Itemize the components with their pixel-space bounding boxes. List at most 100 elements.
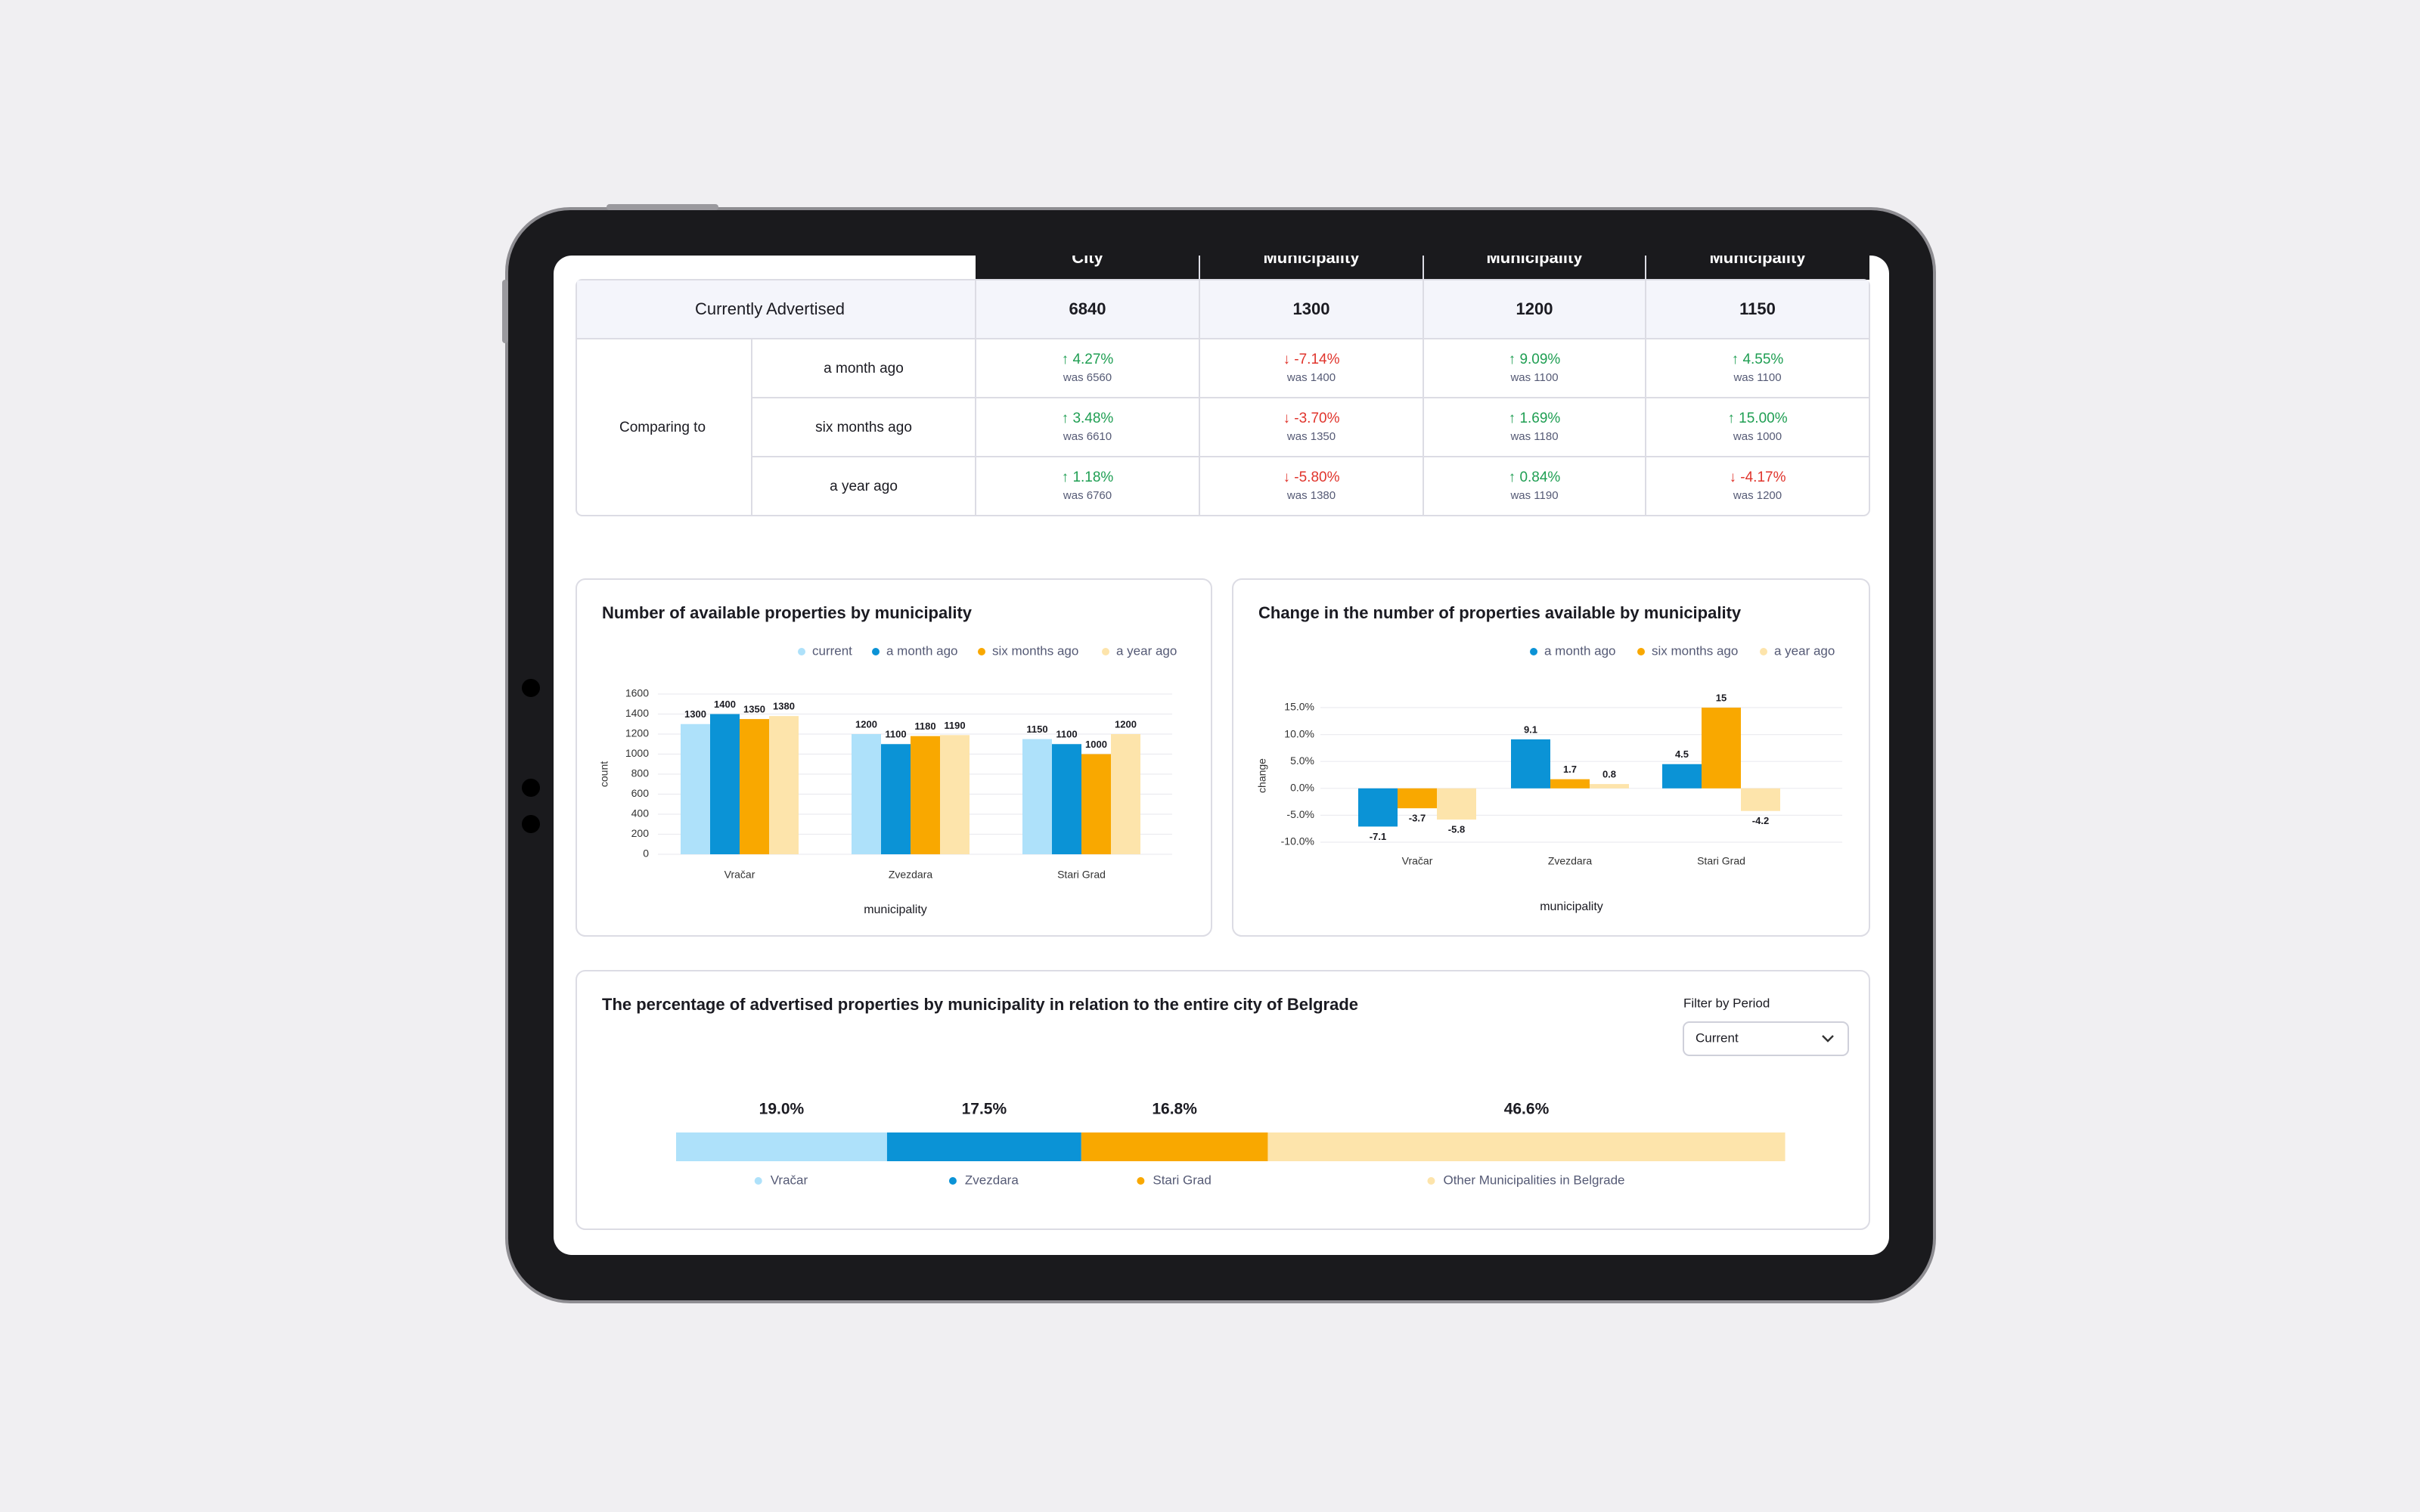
bar [911, 736, 940, 854]
bar [1741, 788, 1780, 811]
bar [1702, 708, 1741, 789]
dropdown-value[interactable]: Current [1696, 1030, 1739, 1045]
previous-value: was 1100 [1733, 371, 1781, 384]
x-tick-label: Zvezdara [889, 869, 933, 881]
y-tick-label: 1000 [625, 747, 649, 759]
y-tick-label: 200 [631, 827, 650, 839]
period-dropdown[interactable] [1683, 1021, 1849, 1056]
previous-value: was 6560 [1063, 371, 1112, 384]
legend-label: Stari Grad [1153, 1173, 1211, 1187]
bar [1590, 784, 1629, 789]
value-label: -3.7 [1409, 813, 1426, 824]
value-label: 1200 [855, 718, 877, 730]
x-tick-label: Stari Grad [1697, 855, 1745, 867]
period-label: a month ago [824, 361, 904, 376]
previous-value: was 6760 [1063, 489, 1112, 502]
y-tick-label: 400 [631, 807, 650, 820]
chevron-icon[interactable] [1822, 1035, 1834, 1043]
legend-label: a year ago [1116, 643, 1177, 658]
bar [1022, 739, 1052, 854]
legend-label: current [812, 643, 852, 658]
legend-dot [754, 1177, 762, 1185]
current-value: 6840 [1069, 299, 1106, 318]
chart-title: Change in the number of properties avail… [1258, 603, 1742, 622]
column-header: Municipality [1486, 248, 1583, 267]
legend-dot [1102, 648, 1109, 655]
value-label: 1200 [1115, 718, 1137, 730]
value-label: 1190 [944, 720, 965, 731]
y-tick-label: 5.0% [1290, 754, 1314, 767]
current-value: 1200 [1516, 299, 1553, 318]
previous-value: was 1190 [1509, 489, 1558, 502]
legend-label: Vračar [771, 1173, 808, 1187]
legend-dot [978, 648, 985, 655]
legend-label: Zvezdara [965, 1173, 1019, 1187]
y-tick-label: 10.0% [1284, 727, 1314, 739]
device: Currently Advertised Comparing to Filter… [502, 204, 1936, 1303]
x-axis-label: municipality [1540, 900, 1603, 913]
change-value: ↑ 1.18% [1062, 469, 1114, 485]
legend-dot [872, 648, 880, 655]
y-axis-label: change [1256, 758, 1268, 793]
value-label: 1380 [773, 701, 795, 712]
legend-dot [1137, 1177, 1145, 1185]
chart-title: The percentage of advertised properties … [602, 995, 1358, 1014]
value-label: 17.5% [962, 1101, 1007, 1118]
top-button [607, 204, 718, 210]
legend-dot [1760, 648, 1767, 655]
bar [1081, 754, 1111, 854]
change-value: ↓ -7.14% [1283, 352, 1340, 367]
bar-segment [1267, 1132, 1786, 1161]
y-tick-label: 1200 [625, 727, 649, 739]
legend-label: six months ago [992, 643, 1078, 658]
x-tick-label: Vračar [1402, 855, 1433, 867]
value-label: 1100 [1056, 729, 1077, 740]
bar [1550, 779, 1590, 789]
bar [1398, 788, 1437, 809]
column-header: City [1072, 248, 1103, 267]
dashboard: Currently Advertised Comparing to Filter… [576, 248, 1870, 1230]
current-row-bg [577, 280, 1869, 339]
value-label: 1.7 [1563, 764, 1577, 775]
chart-card [576, 970, 1870, 1230]
chart-card [1232, 578, 1870, 937]
value-label: 1000 [1085, 739, 1107, 750]
sensor [522, 815, 540, 833]
change-value: ↓ -5.80% [1283, 469, 1340, 485]
bar [940, 735, 970, 854]
bar [710, 714, 740, 854]
bar [1052, 744, 1081, 854]
period-label: six months ago [815, 420, 912, 435]
y-tick-label: 800 [631, 767, 650, 779]
value-label: 1180 [914, 720, 935, 732]
bar [1662, 764, 1702, 789]
legend-dot [1637, 648, 1645, 655]
legend-label: a month ago [886, 643, 958, 658]
side-button [502, 280, 508, 343]
legend-dot [798, 648, 805, 655]
change-value: ↑ 3.48% [1062, 411, 1114, 426]
legend-label: Other Municipalities in Belgrade [1443, 1173, 1624, 1187]
previous-value: was 1200 [1733, 489, 1782, 502]
bar-segment [1081, 1132, 1268, 1161]
change-value: ↑ 0.84% [1509, 469, 1561, 485]
y-tick-label: 1400 [625, 707, 649, 719]
group-label: Comparing to [619, 420, 706, 435]
x-tick-label: Vračar [724, 869, 755, 881]
camera [522, 679, 540, 697]
change-value: ↑ 15.00% [1727, 411, 1787, 426]
change-value: ↓ -4.17% [1730, 469, 1786, 485]
chart-title: Number of available properties by munici… [602, 603, 973, 622]
y-tick-label: -5.0% [1286, 808, 1314, 820]
change-value: ↑ 4.55% [1732, 352, 1784, 367]
value-label: -7.1 [1370, 831, 1386, 842]
value-label: 15 [1716, 692, 1727, 703]
previous-value: was 1350 [1286, 430, 1336, 443]
bar-segment [886, 1132, 1081, 1161]
sensor [522, 779, 540, 797]
bar [1111, 734, 1140, 854]
previous-value: was 1400 [1286, 371, 1336, 384]
bar [740, 719, 769, 854]
